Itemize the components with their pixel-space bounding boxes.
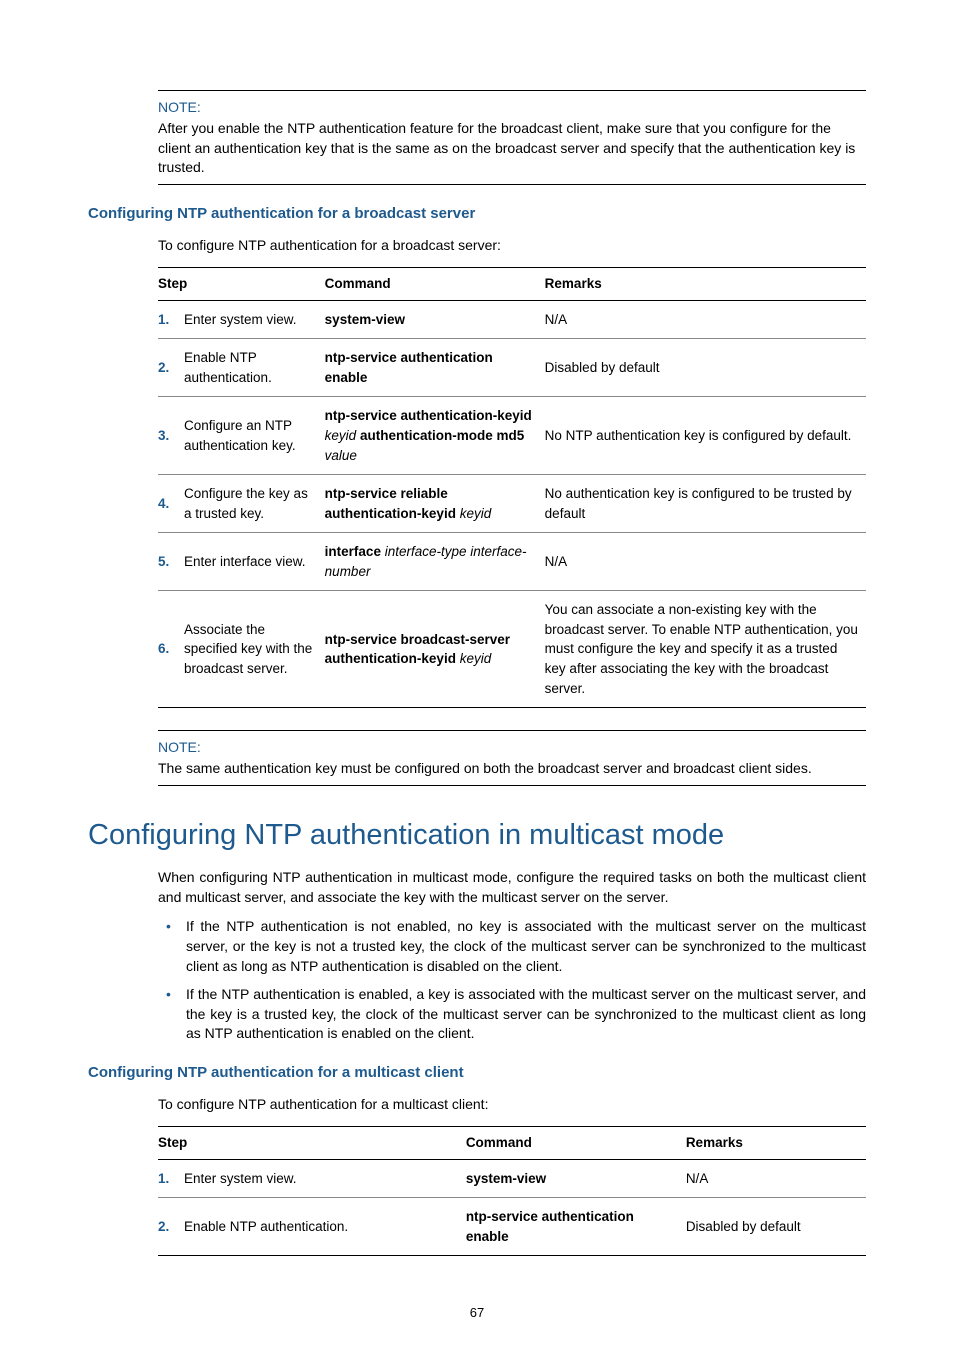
th-remarks: Remarks — [545, 268, 866, 301]
heading-multicast-client: Configuring NTP authentication for a mul… — [88, 1062, 866, 1084]
command-text: ntp-service authentication enable — [466, 1198, 686, 1256]
note-block-2: NOTE: The same authentication key must b… — [158, 730, 866, 786]
page-number: 67 — [88, 1304, 866, 1323]
step-number: 2. — [158, 339, 184, 397]
step-text: Enable NTP authentication. — [184, 339, 325, 397]
step-text: Enter interface view. — [184, 533, 325, 591]
step-text: Associate the specified key with the bro… — [184, 591, 325, 708]
step-number: 2. — [158, 1198, 184, 1256]
th-step: Step — [158, 1127, 466, 1160]
step-text: Enter system view. — [184, 300, 325, 339]
step-text: Configure the key as a trusted key. — [184, 475, 325, 533]
bullet-item: If the NTP authentication is enabled, a … — [158, 985, 866, 1044]
step-number: 3. — [158, 397, 184, 475]
step-text: Enable NTP authentication. — [184, 1198, 466, 1256]
table-row: 4.Configure the key as a trusted key.ntp… — [158, 475, 866, 533]
intro-multicast-client: To configure NTP authentication for a mu… — [158, 1094, 866, 1114]
command-text: ntp-service broadcast-server authenticat… — [325, 591, 545, 708]
command-text: system-view — [325, 300, 545, 339]
remarks-text: N/A — [545, 533, 866, 591]
remarks-text: You can associate a non-existing key wit… — [545, 591, 866, 708]
step-number: 6. — [158, 591, 184, 708]
note-text: The same authentication key must be conf… — [158, 759, 866, 779]
note-text: After you enable the NTP authentication … — [158, 119, 866, 178]
bullet-list: If the NTP authentication is not enabled… — [158, 917, 866, 1044]
table-row: 5.Enter interface view.interface interfa… — [158, 533, 866, 591]
intro-broadcast-server: To configure NTP authentication for a br… — [158, 235, 866, 255]
remarks-text: N/A — [545, 300, 866, 339]
command-text: ntp-service authentication-keyid keyid a… — [325, 397, 545, 475]
heading-multicast-mode: Configuring NTP authentication in multic… — [88, 818, 866, 853]
step-text: Enter system view. — [184, 1159, 466, 1198]
table-broadcast-server: Step Command Remarks 1.Enter system view… — [158, 267, 866, 708]
step-text: Configure an NTP authentication key. — [184, 397, 325, 475]
note-label: NOTE: — [158, 97, 866, 117]
note-label: NOTE: — [158, 737, 866, 757]
step-number: 1. — [158, 1159, 184, 1198]
step-number: 5. — [158, 533, 184, 591]
step-number: 1. — [158, 300, 184, 339]
step-number: 4. — [158, 475, 184, 533]
table-row: 1.Enter system view.system-viewN/A — [158, 1159, 866, 1198]
remarks-text: N/A — [686, 1159, 866, 1198]
table-multicast-client: Step Command Remarks 1.Enter system view… — [158, 1126, 866, 1256]
table-row: 6.Associate the specified key with the b… — [158, 591, 866, 708]
note-block-1: NOTE: After you enable the NTP authentic… — [158, 90, 866, 185]
heading-broadcast-server: Configuring NTP authentication for a bro… — [88, 203, 866, 225]
body-multicast-mode: When configuring NTP authentication in m… — [158, 867, 866, 908]
remarks-text: Disabled by default — [545, 339, 866, 397]
table-row: 1.Enter system view.system-viewN/A — [158, 300, 866, 339]
command-text: ntp-service authentication enable — [325, 339, 545, 397]
command-text: interface interface-type interface-numbe… — [325, 533, 545, 591]
remarks-text: No NTP authentication key is configured … — [545, 397, 866, 475]
th-remarks: Remarks — [686, 1127, 866, 1160]
th-step: Step — [158, 268, 325, 301]
remarks-text: No authentication key is configured to b… — [545, 475, 866, 533]
th-command: Command — [325, 268, 545, 301]
command-text: system-view — [466, 1159, 686, 1198]
table-row: 2.Enable NTP authentication.ntp-service … — [158, 339, 866, 397]
bullet-item: If the NTP authentication is not enabled… — [158, 917, 866, 976]
command-text: ntp-service reliable authentication-keyi… — [325, 475, 545, 533]
remarks-text: Disabled by default — [686, 1198, 866, 1256]
table-row: 2.Enable NTP authentication.ntp-service … — [158, 1198, 866, 1256]
th-command: Command — [466, 1127, 686, 1160]
table-row: 3.Configure an NTP authentication key.nt… — [158, 397, 866, 475]
